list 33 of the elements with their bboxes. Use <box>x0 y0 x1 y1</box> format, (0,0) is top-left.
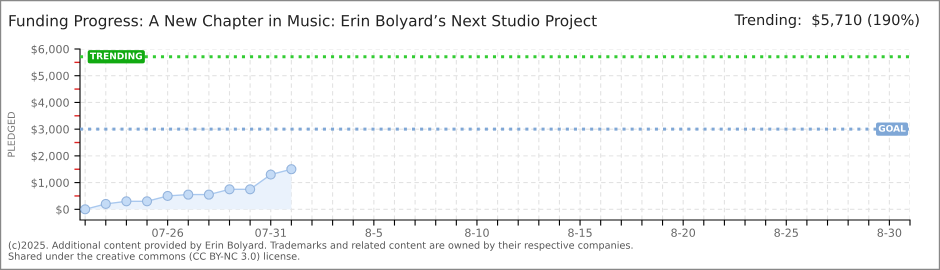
x-tick-label: 8-30 <box>878 228 902 237</box>
point <box>121 196 132 206</box>
point <box>204 190 214 200</box>
y-tick-label: $2,000 <box>32 152 69 162</box>
y-tick-label: $5,000 <box>32 71 69 82</box>
x-tick-label: 8-25 <box>774 228 798 237</box>
x-tick-label: 8-15 <box>568 228 592 237</box>
point <box>142 196 152 206</box>
x-tick-label: 07-26 <box>152 228 184 237</box>
text: Trending: $5,710 (190%) <box>734 14 919 28</box>
ref-line-label: TRENDING <box>90 52 142 60</box>
y-axis-title: PLEDGED <box>8 112 15 157</box>
x-tick-label: 8-5 <box>366 228 382 237</box>
point <box>224 184 235 194</box>
y-tick-label: $3,000 <box>32 124 69 136</box>
x-tick-label: 8-20 <box>671 228 696 237</box>
text: (c)2025. Additional content provided by Erin Bolyard. Trademarks and related content are owned by their respective companies. <box>8 241 633 251</box>
y-tick-label: $6,000 <box>32 44 69 55</box>
point <box>162 190 173 202</box>
point <box>286 164 296 174</box>
text: Shared under the creative commons (CC BY-NC 3.0) license. <box>8 252 300 261</box>
x-tick-label: 8-10 <box>465 228 489 237</box>
y-tick-label: $0 <box>56 205 69 216</box>
point <box>80 204 90 214</box>
x-tick-label: 07-31 <box>255 228 286 237</box>
point <box>100 198 111 210</box>
chart-title: Funding Progress: A New Chapter in Music: Erin Bolyard’s Next Studio Project <box>10 14 597 30</box>
ref-line-label: GOAL <box>878 124 906 132</box>
point <box>183 190 194 200</box>
y-tick-label: $4,000 <box>32 98 69 108</box>
point <box>245 184 256 194</box>
y-tick-label: $1,000 <box>32 178 69 188</box>
point <box>266 170 276 180</box>
